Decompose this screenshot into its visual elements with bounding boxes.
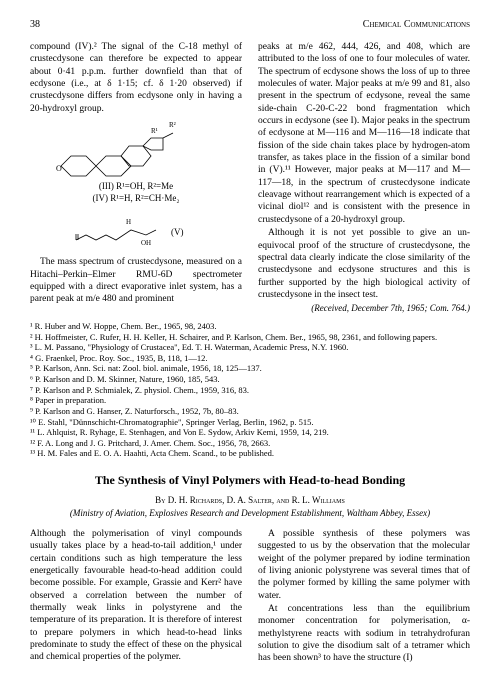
ref-item: ² H. Hoffmeister, C. Rufer, H. H. Keller… [30,332,470,343]
structure-label: (IV) R¹=H, R²=CH·Me₂ [30,193,242,205]
structure-diagram-1: O R² R¹ (III) R¹=OH, R²=Me (IV) R¹=H, R²… [30,121,242,204]
para: compound (IV).² The signal of the C-18 m… [30,41,242,115]
ref-item: ¹⁰ E. Stahl, "Dünnschicht-Chromatographi… [30,417,470,428]
ref-item: ¹ R. Huber and W. Hoppe, Chem. Ber., 196… [30,321,470,332]
svg-text:O: O [56,164,62,173]
ref-item: ¹¹ L. Ahlquist, R. Ryhage, E. Stenhagen,… [30,427,470,438]
running-head: 38 Chemical Communications [30,18,470,31]
article2-authors: By D. H. Richards, D. A. Salter, and R. … [30,495,470,507]
para: Although it is not yet possible to give … [258,227,470,301]
page-root: 38 Chemical Communications compound (IV)… [0,0,500,684]
article2-col-left: Although the polymerisation of vinyl com… [30,528,242,666]
ref-item: ⁷ P. Karlson and P. Schmialek, Z. physio… [30,385,470,396]
para: A possible synthesis of these polymers w… [258,528,470,602]
ref-item: ⁸ Paper in preparation. [30,395,470,406]
article2-affiliation: (Ministry of Aviation, Explosives Resear… [30,508,470,520]
svg-text:OH: OH [141,239,151,247]
svg-text:H: H [126,218,131,226]
para: Although the polymerisation of vinyl com… [30,528,242,664]
ref-item: ¹² F. A. Long and J. G. Pritchard, J. Am… [30,438,470,449]
article2-columns: Although the polymerisation of vinyl com… [30,528,470,666]
para: The mass spectrum of crustecdysone, meas… [30,256,242,305]
received-line: (Received, December 7th, 1965; Com. 764.… [258,303,470,315]
ref-item: ¹³ H. M. Fales and E. O. A. Haahti, Acta… [30,448,470,459]
article1-col-right: peaks at m/e 462, 444, 426, and 408, whi… [258,41,470,315]
ref-item: ⁹ P. Karlson and G. Hanser, Z. Naturfors… [30,406,470,417]
structure-diagram-2: H OH (V) [30,210,242,250]
ref-item: ⁴ G. Fraenkel, Proc. Roy. Soc., 1935, B,… [30,353,470,364]
ref-item: ⁶ P. Karlson and D. M. Skinner, Nature, … [30,374,470,385]
ref-item: ³ L. M. Passano, "Physiology of Crustace… [30,342,470,353]
svg-text:R²: R² [169,121,176,129]
svg-text:R¹: R¹ [151,127,158,135]
article2-title: The Synthesis of Vinyl Polymers with Hea… [30,473,470,489]
reference-list: ¹ R. Huber and W. Hoppe, Chem. Ber., 196… [30,321,470,459]
journal-name: Chemical Communications [363,18,470,31]
article1-col-left: compound (IV).² The signal of the C-18 m… [30,41,242,315]
structure-label: (V) [171,227,184,237]
para: At concentrations less than the equilibr… [258,603,470,665]
ref-item: ⁵ P. Karlson, Ann. Sci. nat: Zool. biol.… [30,363,470,374]
article2-col-right: A possible synthesis of these polymers w… [258,528,470,666]
article1-columns: compound (IV).² The signal of the C-18 m… [30,41,470,315]
structure-label: (III) R¹=OH, R²=Me [30,181,242,193]
para: peaks at m/e 462, 444, 426, and 408, whi… [258,41,470,226]
page-number: 38 [30,18,40,31]
